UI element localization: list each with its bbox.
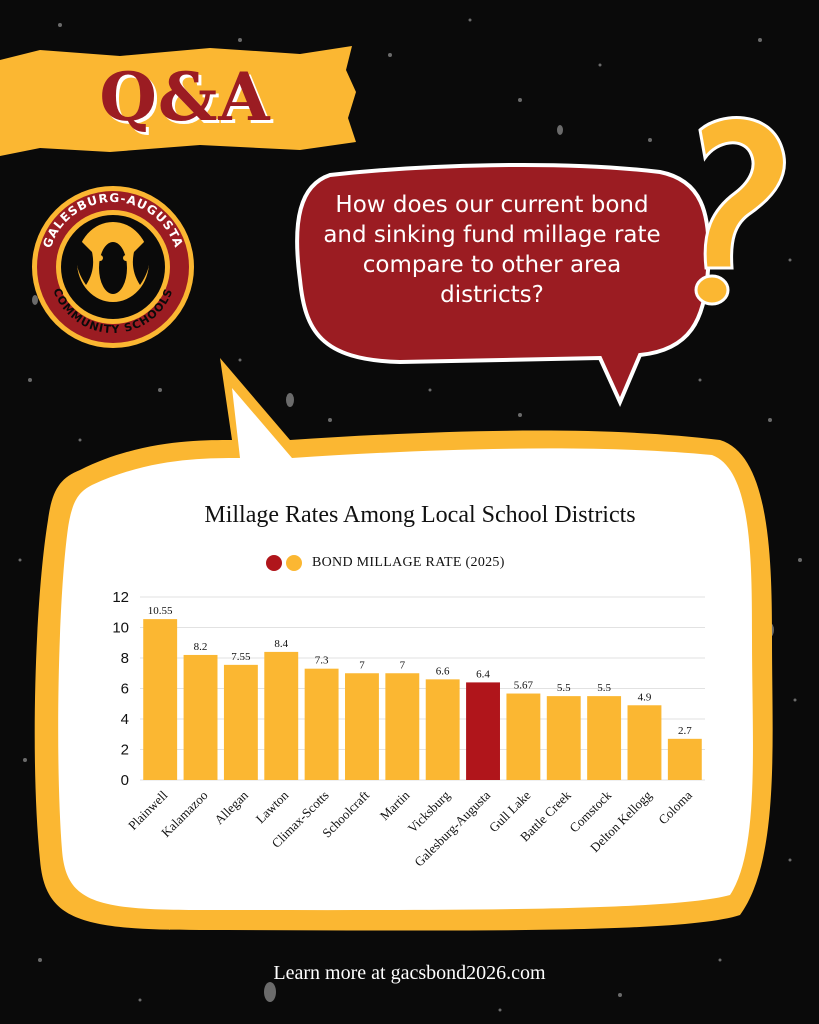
legend-label: BOND MILLAGE RATE (2025) bbox=[312, 555, 505, 570]
bar-value-label: 5.5 bbox=[597, 682, 611, 694]
question-mark-icon bbox=[694, 116, 786, 306]
chart-legend: BOND MILLAGE RATE (2025) bbox=[266, 555, 505, 571]
bar-vicksburg bbox=[425, 679, 460, 780]
bar-value-label: 7 bbox=[359, 659, 365, 671]
bar-coloma bbox=[667, 738, 702, 780]
speckle-decoration bbox=[18, 18, 802, 1012]
x-tick-label: Galesburg-Augusta bbox=[411, 787, 493, 869]
qa-badge: Q&A bbox=[99, 58, 271, 136]
y-tick-label: 4 bbox=[121, 711, 129, 728]
bar-kalamazoo bbox=[183, 654, 218, 780]
bar-value-label: 10.55 bbox=[148, 605, 173, 617]
bar-value-label: 5.67 bbox=[514, 680, 534, 692]
legend-dot-yellow bbox=[286, 555, 302, 571]
bar-value-label: 8.2 bbox=[194, 641, 208, 653]
x-tick-label: Lawton bbox=[253, 787, 292, 826]
bar-gull-lake bbox=[506, 693, 541, 780]
bar-value-label: 2.7 bbox=[678, 725, 692, 737]
bar-martin bbox=[385, 673, 420, 780]
bar-value-label: 5.5 bbox=[557, 682, 571, 694]
bar-delton-kellogg bbox=[627, 705, 662, 780]
y-tick-label: 6 bbox=[121, 681, 129, 698]
bar-value-label: 7.55 bbox=[231, 651, 251, 663]
chart-title: Millage Rates Among Local School Distric… bbox=[204, 502, 636, 528]
bar-value-label: 8.4 bbox=[274, 638, 288, 650]
bar-plainwell bbox=[143, 619, 178, 780]
bar-schoolcraft bbox=[345, 673, 379, 780]
bar-comstock bbox=[587, 696, 622, 780]
y-tick-label: 0 bbox=[121, 772, 129, 789]
bar-galesburg-augusta bbox=[466, 682, 500, 780]
y-tick-label: 8 bbox=[121, 650, 129, 667]
bar-value-label: 6.6 bbox=[436, 665, 450, 677]
y-tick-label: 12 bbox=[112, 589, 129, 606]
brush-stroke-banner bbox=[0, 46, 356, 156]
question-bubble bbox=[295, 162, 711, 407]
y-tick-label: 2 bbox=[121, 742, 129, 759]
bar-value-label: 6.4 bbox=[476, 668, 490, 680]
question-text: How does our current bond and sinking fu… bbox=[323, 192, 661, 308]
y-tick-label: 10 bbox=[112, 620, 129, 637]
school-logo bbox=[32, 186, 194, 348]
x-tick-label: Coloma bbox=[655, 787, 695, 827]
bar-lawton bbox=[264, 651, 299, 780]
bar-value-label: 7 bbox=[400, 659, 406, 671]
legend-dot-red bbox=[266, 555, 282, 571]
footer-link[interactable]: Learn more at gacsbond2026.com bbox=[273, 962, 546, 984]
bar-climax-scotts bbox=[304, 668, 339, 780]
x-tick-label: Martin bbox=[377, 787, 413, 823]
bar-value-label: 4.9 bbox=[638, 691, 652, 703]
x-tick-label: Allegan bbox=[211, 787, 251, 827]
bar-battle-creek bbox=[546, 696, 581, 780]
bar-value-label: 7.3 bbox=[315, 655, 329, 667]
bar-allegan bbox=[223, 664, 258, 780]
